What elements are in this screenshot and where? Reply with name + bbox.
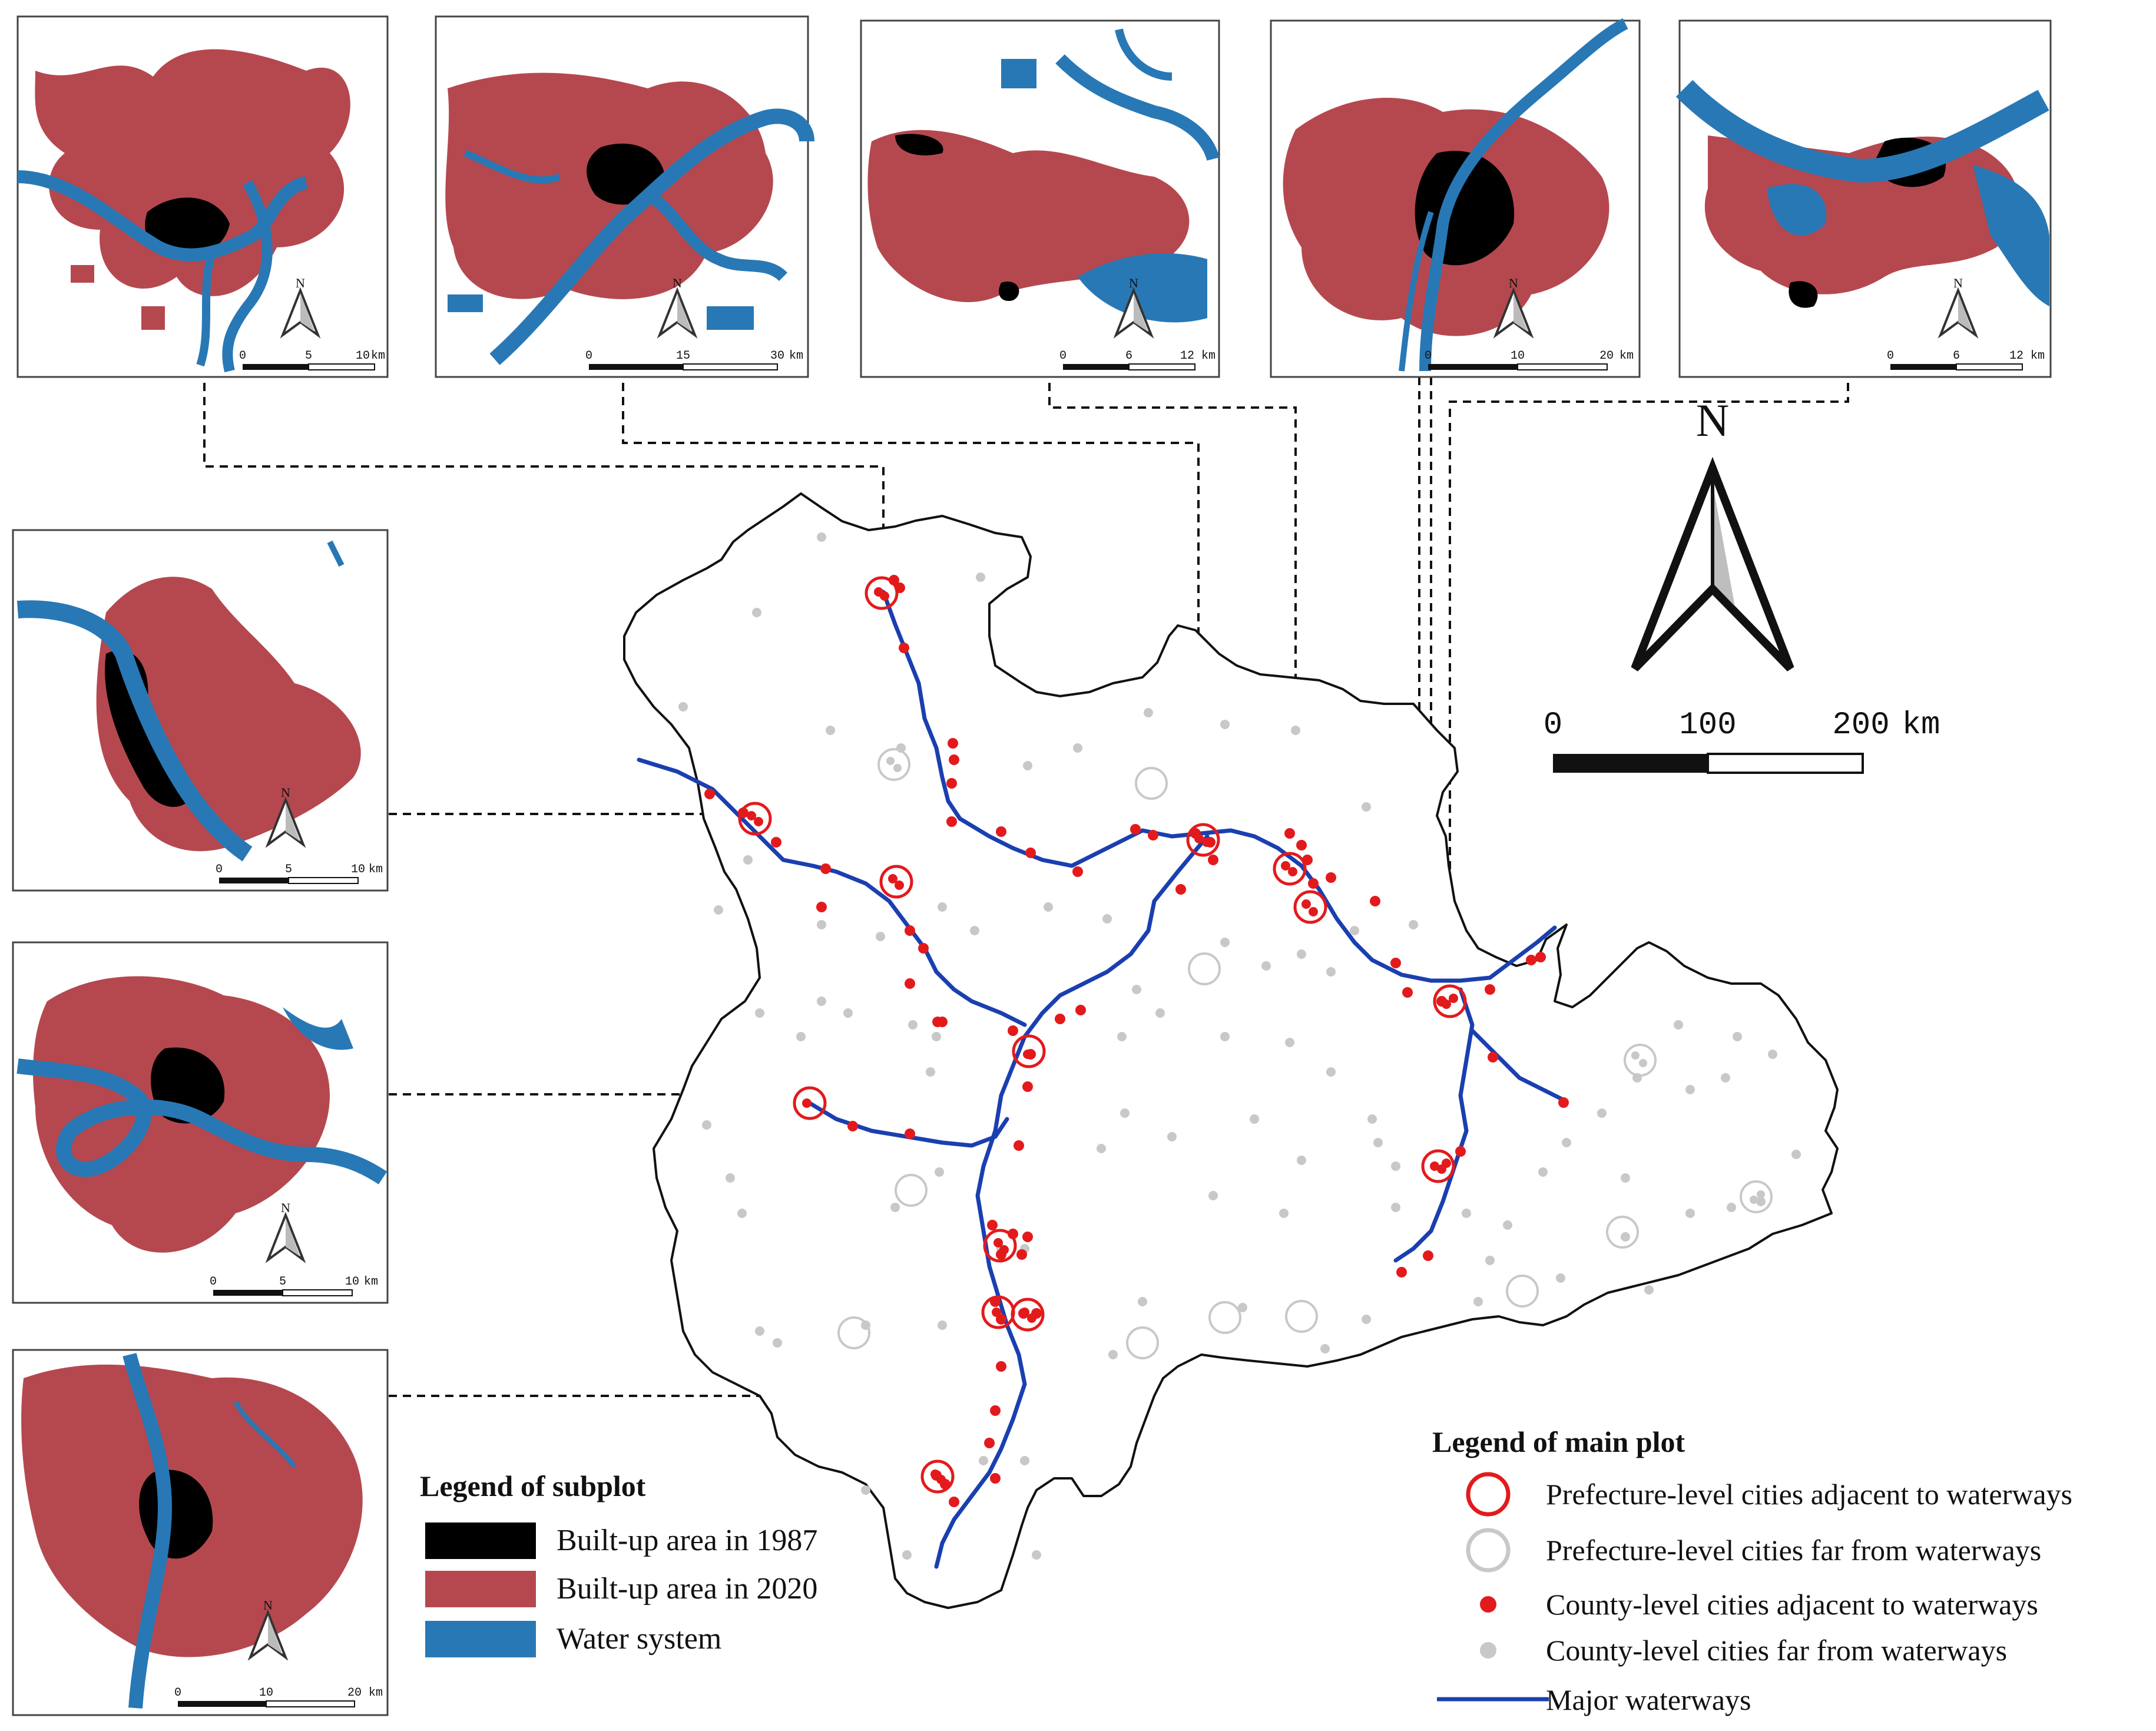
legend-symbol-red-ring — [1466, 1472, 1511, 1517]
legend-label-built-2020: Built-up area in 2020 — [557, 1572, 817, 1606]
waterway-east-tributary — [1470, 1028, 1569, 1104]
subplot-1-map — [17, 49, 350, 373]
subplot-4-scale-zero: 0 — [1425, 349, 1432, 363]
main-map — [623, 492, 1839, 1609]
subplot-3-scale-mid: 6 — [1125, 349, 1132, 363]
prefecture-cities-adjacent — [738, 576, 1467, 1494]
legend-subplot-title: Legend of subplot — [420, 1469, 646, 1502]
legend-label-prefecture-adjacent: Prefecture-level cities adjacent to wate… — [1546, 1478, 2072, 1511]
subplot-2: N 0 15 30 km — [435, 15, 814, 378]
main-scale-mid: 100 — [1679, 707, 1736, 743]
leader-line-s2 — [622, 383, 1200, 836]
prefecture-cities-far — [837, 748, 1773, 1359]
legend-symbol-grey-dot — [1480, 1642, 1496, 1659]
subplot-1-scale-zero: 0 — [239, 349, 246, 363]
legend-symbol-grey-ring — [1466, 1528, 1511, 1573]
subplot-1-scale-mid: 5 — [305, 349, 312, 363]
subplot-6-scale-end: 10 — [351, 863, 365, 876]
subplot-7-scale-mid: 5 — [279, 1275, 286, 1289]
waterway-north-branch — [881, 590, 1557, 983]
subplot-3-map — [867, 28, 1220, 323]
subplot-4-scale-mid: 10 — [1511, 349, 1525, 363]
subplot-5-scale-end: 12 — [2009, 349, 2023, 363]
subplot-4-scale-unit: km — [1620, 349, 1634, 363]
subplot-3-scale-unit: km — [1201, 349, 1216, 363]
main-north-letter: N — [1696, 395, 1729, 446]
legend-label-waterways: Major waterways — [1546, 1683, 1751, 1716]
legend-subplot: Legend of subplot Built-up area in 1987 … — [420, 1469, 817, 1657]
legend-label-county-far: County-level cities far from waterways — [1546, 1634, 2007, 1667]
subplot-7: N 0 5 10 km — [12, 941, 389, 1304]
subplot-2-map — [445, 72, 814, 365]
subplot-8-map — [21, 1353, 363, 1709]
subplot-7-scale-unit: km — [364, 1275, 378, 1289]
main-scale-bar: 0 100 200 km — [1544, 707, 1940, 774]
subplot-6-scale-unit: km — [369, 863, 383, 876]
legend-label-water: Water system — [557, 1622, 721, 1656]
legend-label-prefecture-far: Prefecture-level cities far from waterwa… — [1546, 1534, 2041, 1567]
subplot-5-scale-unit: km — [2031, 349, 2045, 363]
subplot-4: N 0 10 20 km — [1270, 18, 1641, 378]
county-cities-far — [678, 532, 1801, 1560]
subplot-2-north-letter: N — [673, 276, 682, 290]
main-scale-zero: 0 — [1544, 707, 1562, 743]
subplot-7-scale-zero: 0 — [210, 1275, 217, 1289]
subplot-2-scale-end: 30 — [770, 349, 784, 363]
region-boundary — [623, 492, 1839, 1609]
subplot-8-scale-unit: km — [369, 1686, 383, 1700]
legend-swatch-built-2020 — [425, 1571, 536, 1607]
subplot-6-scale-zero: 0 — [216, 863, 223, 876]
subplot-6-north-letter: N — [281, 785, 290, 800]
waterway-west-branch — [637, 757, 1027, 1027]
leader-line-s3 — [1048, 383, 1297, 872]
subplot-5-scale-zero: 0 — [1887, 349, 1894, 363]
subplot-8-scale-end: 20 — [347, 1686, 362, 1700]
leader-line-s5 — [1449, 383, 1849, 1001]
legend-swatch-built-1987 — [425, 1523, 536, 1559]
subplot-1-scale-end: 10 — [356, 349, 370, 363]
subplot-2-scale-unit: km — [789, 349, 803, 363]
subplot-3-north-letter: N — [1129, 276, 1138, 290]
legend-symbol-red-dot — [1480, 1596, 1496, 1613]
subplot-1: N 0 5 10 km — [16, 15, 389, 378]
subplot-6-scale-mid: 5 — [285, 863, 292, 876]
subplot-5-map — [1675, 80, 2049, 308]
legend-label-county-adjacent: County-level cities adjacent to waterway… — [1546, 1588, 2038, 1621]
subplot-8-scale-zero: 0 — [174, 1686, 181, 1700]
subplot-4-north-letter: N — [1509, 276, 1518, 290]
legend-swatch-water — [425, 1621, 536, 1657]
legend-label-built-1987: Built-up area in 1987 — [557, 1524, 817, 1557]
main-scale-end: 200 — [1832, 707, 1889, 743]
subplot-5-north-letter: N — [1953, 276, 1963, 290]
main-scale-unit: km — [1902, 707, 1940, 743]
subplot-4-map — [1283, 18, 1628, 372]
subplot-1-north-letter: N — [296, 276, 305, 290]
subplot-7-map — [16, 976, 388, 1253]
waterway-central-channel — [934, 834, 1210, 1569]
subplot-3-scale-end: 12 — [1180, 349, 1194, 363]
subplot-8-scale-mid: 10 — [259, 1686, 273, 1700]
subplot-5: N 0 6 12 km — [1675, 19, 2052, 378]
subplot-1-scale-unit: km — [371, 349, 385, 363]
subplot-4-scale-end: 20 — [1599, 349, 1614, 363]
main-north-arrow: N — [1631, 395, 1794, 671]
subplot-2-scale-mid: 15 — [676, 349, 690, 363]
subplot-8-north-letter: N — [263, 1598, 273, 1613]
subplot-2-scale-zero: 0 — [585, 349, 592, 363]
subplot-7-scale-end: 10 — [345, 1275, 359, 1289]
subplot-6-map — [16, 540, 361, 862]
subplot-5-scale-mid: 6 — [1953, 349, 1960, 363]
subplot-3: N 0 6 12 km — [860, 19, 1220, 378]
subplot-3-scale-zero: 0 — [1059, 349, 1067, 363]
subplot-6: N 0 5 10 km — [12, 529, 389, 892]
waterway-southwest-branch — [804, 1099, 1009, 1148]
legend-main-title: Legend of main plot — [1432, 1425, 1685, 1458]
subplot-7-north-letter: N — [281, 1200, 290, 1215]
legend-main: Legend of main plot Prefecture-level cit… — [1432, 1425, 2072, 1716]
subplot-8: N 0 10 20 km — [12, 1349, 389, 1716]
